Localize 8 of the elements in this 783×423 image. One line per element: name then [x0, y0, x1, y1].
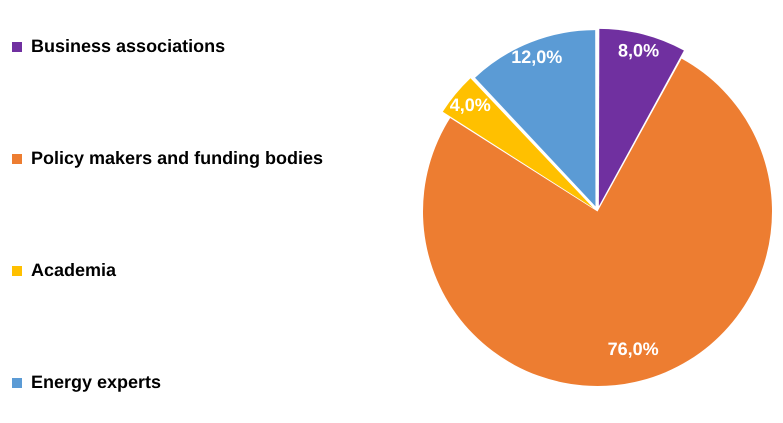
- data-label: 12,0%: [511, 46, 562, 67]
- data-label: 8,0%: [618, 40, 660, 61]
- legend-label: Policy makers and funding bodies: [31, 148, 324, 169]
- legend-label: Academia: [31, 260, 116, 281]
- legend-label: Energy experts: [31, 372, 162, 393]
- data-label: 76,0%: [608, 339, 659, 360]
- data-label: 4,0%: [450, 95, 491, 116]
- legend-label: Business associations: [31, 36, 226, 57]
